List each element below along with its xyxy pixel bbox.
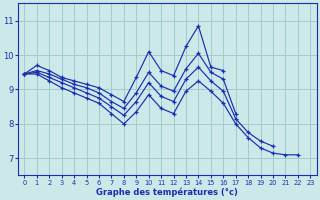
X-axis label: Graphe des températures (°c): Graphe des températures (°c) [96,187,238,197]
